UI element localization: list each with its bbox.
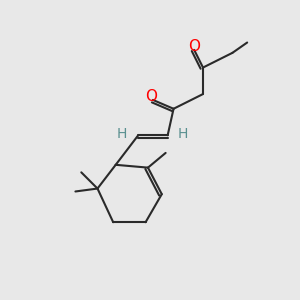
Text: H: H <box>117 127 127 141</box>
Text: O: O <box>188 39 200 54</box>
Text: H: H <box>177 127 188 141</box>
Text: O: O <box>146 89 158 104</box>
